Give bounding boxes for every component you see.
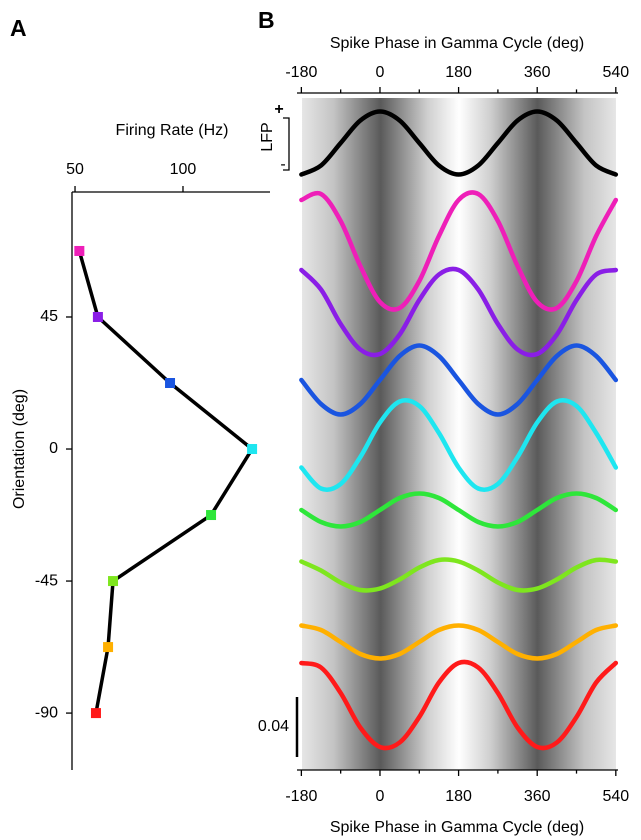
phase-curve	[299, 491, 619, 529]
lfp-plus: +	[274, 101, 283, 118]
lfp-minus: -	[280, 156, 285, 173]
marker	[103, 642, 114, 653]
x-tick-label: 0	[376, 64, 385, 81]
x-tick-label: -180	[285, 64, 317, 81]
y-tick-label: 45	[40, 308, 58, 325]
phase-curve	[299, 623, 619, 661]
panel-label: A	[10, 15, 27, 41]
phase-curve	[299, 557, 619, 593]
x-tick-label: -180	[285, 788, 317, 805]
lfp-bracket	[283, 117, 290, 171]
x-axis-title: Firing Rate (Hz)	[116, 122, 229, 139]
x-tick-label: 540	[602, 788, 629, 805]
lfp-label: LFP	[259, 122, 276, 151]
y-tick-label: -90	[35, 704, 58, 721]
y-axis-title: Orientation (deg)	[11, 389, 28, 509]
x-tick-label: 180	[445, 788, 472, 805]
x-tick-label: 50	[66, 161, 84, 178]
x-tick-label: 180	[445, 64, 472, 81]
phase-curve	[299, 109, 619, 177]
phase-curve	[299, 659, 619, 751]
x-axis-title: Spike Phase in Gamma Cycle (deg)	[330, 819, 584, 836]
marker	[74, 245, 85, 256]
x-axis-title: Spike Phase in Gamma Cycle (deg)	[330, 35, 584, 52]
marker	[206, 510, 217, 521]
y-tick-label: -45	[35, 572, 58, 589]
phase-curve	[299, 343, 619, 417]
marker	[247, 444, 258, 455]
x-tick-label: 0	[376, 788, 385, 805]
x-tick-label: 360	[524, 64, 551, 81]
phase-curve	[299, 266, 619, 358]
marker	[92, 311, 103, 322]
panel-label: B	[258, 7, 275, 33]
x-tick-label: 100	[170, 161, 197, 178]
x-tick-label: 540	[602, 64, 629, 81]
phase-curve	[299, 398, 619, 492]
y-tick-label: 0	[49, 440, 58, 457]
marker	[90, 708, 101, 719]
marker	[108, 576, 119, 587]
phase-curve	[299, 190, 619, 312]
tuning-line	[77, 250, 254, 714]
x-tick-label: 360	[524, 788, 551, 805]
scale-bar-label: 0.04	[258, 718, 289, 735]
marker	[165, 378, 176, 389]
phase-shading	[302, 98, 616, 770]
